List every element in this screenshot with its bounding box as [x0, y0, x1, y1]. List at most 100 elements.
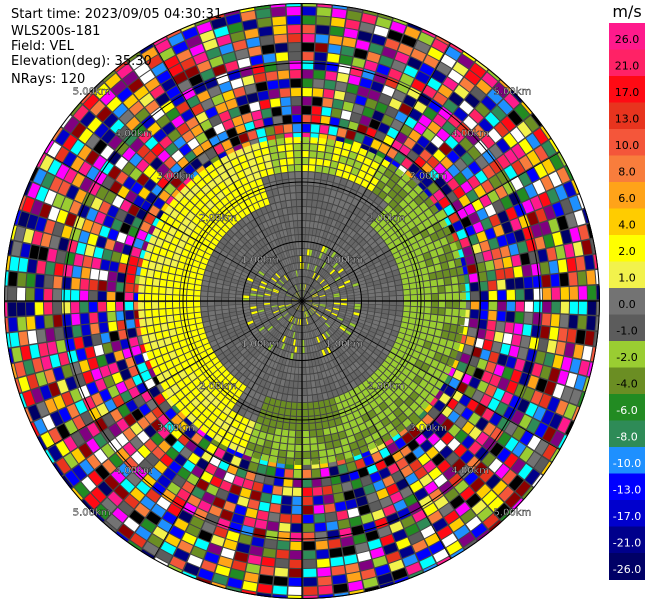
noise-gate — [346, 461, 357, 472]
noise-gate — [125, 190, 138, 203]
noise-gate — [441, 432, 454, 445]
noise-gate — [373, 480, 385, 492]
noise-gate — [488, 351, 500, 364]
noise-gate — [292, 115, 302, 124]
noise-gate — [98, 280, 107, 291]
noise-gate — [171, 150, 184, 163]
noise-gate — [368, 89, 381, 101]
noise-gate — [354, 132, 365, 143]
noise-gate — [266, 466, 276, 476]
noise-gate — [133, 395, 146, 408]
noise-gate — [116, 381, 128, 394]
noise-gate — [136, 159, 149, 172]
noise-gate — [293, 478, 302, 487]
noise-gate — [302, 487, 313, 496]
noise-gate — [409, 108, 422, 121]
noise-gate — [346, 83, 359, 95]
noise-gate — [456, 229, 467, 240]
noise-gate — [369, 471, 382, 483]
noise-gate — [116, 232, 128, 244]
noise-gate — [282, 487, 293, 496]
noise-gate — [281, 496, 292, 505]
noise-gate — [476, 262, 486, 273]
noise-gate — [454, 158, 467, 172]
noise-gate — [481, 371, 493, 383]
noise-gate — [408, 163, 420, 175]
noise-gate — [409, 426, 421, 438]
colorbar-tick: -26.0 — [613, 563, 641, 576]
noise-gate — [440, 183, 452, 196]
noise-gate — [118, 404, 131, 418]
noise-gate — [344, 92, 357, 103]
noise-gate — [129, 153, 143, 167]
noise-gate — [470, 291, 479, 301]
noise-gate — [423, 460, 437, 473]
noise-gate — [113, 350, 125, 362]
noise-gate — [256, 128, 266, 138]
noise-gate — [454, 172, 467, 185]
noise-gate — [252, 481, 264, 492]
noise-gate — [352, 103, 365, 115]
noise-gate — [414, 433, 427, 445]
noise-gate — [421, 175, 433, 188]
noise-gate — [390, 491, 403, 504]
noise-gate — [204, 127, 217, 140]
noise-gate — [104, 191, 117, 204]
noise-gate — [391, 470, 404, 483]
noise-gate — [355, 95, 367, 106]
noise-gate — [489, 374, 501, 387]
noise-gate — [233, 86, 246, 98]
noise-gate — [426, 446, 439, 459]
noise-gate — [501, 221, 513, 234]
noise-gate — [489, 214, 501, 227]
noise-gate — [100, 332, 111, 344]
noise-gate — [255, 81, 268, 92]
noise-gate — [440, 156, 453, 170]
noise-gate — [378, 93, 392, 106]
noise-gate — [495, 321, 505, 332]
noise-gate — [474, 338, 484, 349]
noise-gate — [472, 389, 484, 403]
noise-gate — [137, 430, 150, 444]
noise-gate — [339, 119, 350, 129]
noise-gate — [150, 157, 163, 170]
noise-gate — [167, 129, 181, 142]
noise-gate — [479, 291, 488, 301]
noise-gate — [222, 451, 234, 463]
noise-gate — [312, 88, 324, 98]
noise-gate — [117, 185, 130, 199]
noise-gate — [263, 117, 274, 127]
noise-gate — [464, 385, 476, 398]
noise-gate — [322, 485, 333, 495]
noise-gate — [461, 421, 475, 435]
noise-gate — [170, 163, 183, 176]
noise-gate — [492, 200, 505, 213]
noise-gate — [438, 196, 450, 209]
noise-gate — [143, 151, 157, 164]
noise-gate — [87, 357, 99, 370]
noise-gate — [173, 136, 186, 149]
noise-gate — [256, 510, 269, 521]
noise-gate — [267, 80, 279, 90]
colorbar-tick: 10.0 — [615, 139, 640, 152]
noise-gate — [126, 319, 136, 329]
noise-gate — [461, 152, 474, 166]
colorbar-tick: -6.0 — [616, 404, 637, 417]
colorbar-tick: 0.0 — [618, 298, 636, 311]
noise-gate — [90, 268, 100, 280]
noise-gate — [130, 436, 143, 450]
noise-gate — [469, 377, 481, 389]
noise-gate — [222, 90, 235, 102]
noise-gate — [396, 478, 409, 491]
noise-gate — [188, 452, 201, 465]
noise-gate — [395, 132, 408, 144]
noise-gate — [262, 484, 273, 494]
noise-gate — [508, 345, 520, 358]
noise-gate — [439, 142, 452, 156]
noise-gate — [339, 472, 351, 483]
noise-gate — [200, 471, 214, 483]
colorbar-tick: -1.0 — [616, 325, 637, 338]
noise-gate — [151, 419, 164, 432]
noise-gate — [200, 119, 213, 132]
noise-gate — [470, 309, 479, 319]
